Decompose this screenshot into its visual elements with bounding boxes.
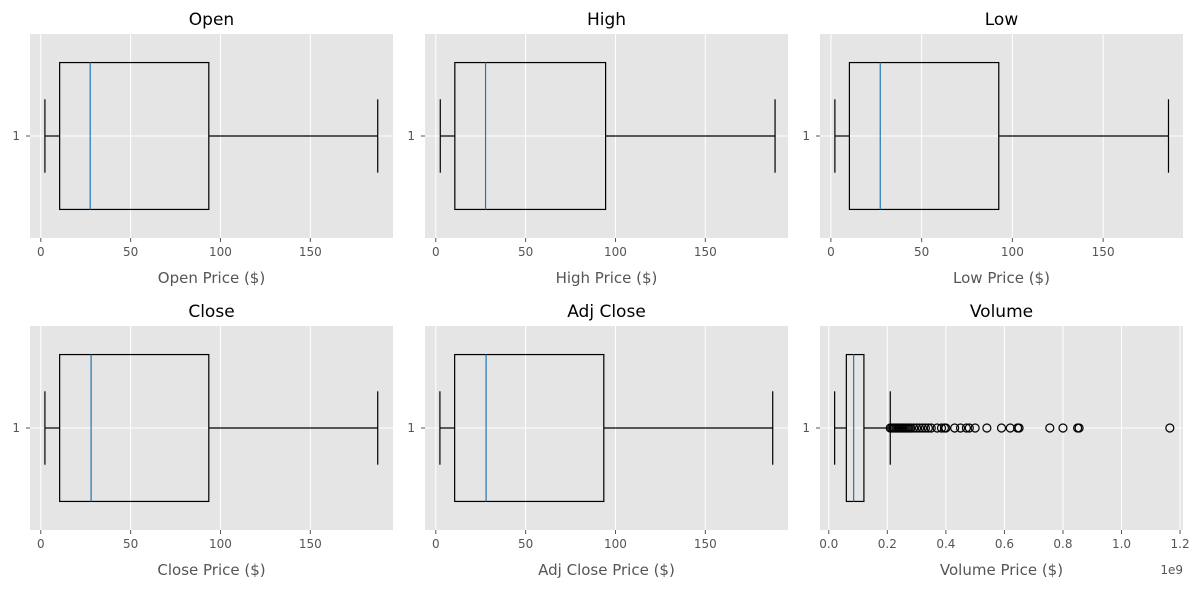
x-axis-label: Volume Price ($) — [940, 561, 1063, 579]
x-tick-label: 0 — [37, 537, 45, 551]
outlier-point — [914, 423, 925, 433]
iqr-box — [454, 61, 607, 211]
x-tick-label: 150 — [694, 537, 717, 551]
x-axis-label: Open Price ($) — [158, 269, 265, 287]
iqr-box — [848, 61, 1000, 211]
x-tick-label: 1.2 — [1171, 537, 1190, 551]
outlier-point — [1074, 423, 1084, 433]
x-axis-label: Close Price ($) — [157, 561, 265, 579]
subplot-title: High — [587, 10, 626, 30]
x-axis-label: Low Price ($) — [953, 269, 1050, 287]
y-tick-label: 1 — [12, 421, 20, 435]
subplot-title: Low — [985, 10, 1019, 30]
x-tick-label: 150 — [1092, 245, 1115, 259]
subplot-high: 0 50 100 150 1 High High Price ($) — [407, 10, 788, 287]
x-tick-label: 1.0 — [1112, 537, 1131, 551]
x-tick-label: 100 — [1001, 245, 1024, 259]
iqr-box — [454, 353, 605, 503]
x-tick-label: 0.2 — [878, 537, 897, 551]
subplot-close: 0 50 100 150 1 Close Close Price ($) — [12, 302, 393, 579]
subplot-title: Close — [188, 302, 234, 322]
outlier-point — [936, 423, 947, 433]
outlier-point — [941, 423, 951, 433]
outlier-point — [923, 423, 933, 433]
iqr-box — [59, 61, 210, 211]
x-tick-label: 150 — [299, 245, 322, 259]
outlier-point — [982, 423, 992, 433]
x-axis-label: High Price ($) — [556, 269, 658, 287]
x-tick-label: 0.6 — [995, 537, 1014, 551]
outlier-point — [950, 423, 960, 433]
outlier-point — [1014, 423, 1024, 433]
x-tick-label: 50 — [123, 537, 138, 551]
x-tick-label: 100 — [604, 245, 627, 259]
outlier-point — [964, 423, 974, 433]
outlier-point — [917, 423, 928, 433]
x-tick-label: 0.0 — [819, 537, 838, 551]
x-tick-label: 0 — [827, 245, 835, 259]
x-tick-label: 0 — [37, 245, 45, 259]
outlier-point — [1058, 423, 1068, 433]
y-tick-label: 1 — [407, 129, 415, 143]
x-tick-label: 50 — [123, 245, 138, 259]
x-tick-label: 0.8 — [1053, 537, 1072, 551]
subplot-volume: 0.0 0.2 0.4 0.6 0.8 1.0 1.2 1 Volume Volume Price… — [802, 302, 1189, 579]
x-axis-label: Adj Close Price ($) — [538, 561, 675, 579]
outlier-point — [996, 423, 1007, 433]
outlier-point — [920, 423, 930, 433]
subplot-title: Volume — [970, 302, 1033, 322]
outlier-point — [1045, 423, 1055, 433]
iqr-box — [845, 353, 865, 503]
x-tick-label: 150 — [694, 245, 717, 259]
x-tick-label: 100 — [209, 537, 232, 551]
x-axis-offset-text: 1e9 — [1160, 563, 1183, 577]
outlier-point — [955, 423, 966, 433]
outlier-point — [932, 423, 942, 433]
subplot-title: Open — [189, 10, 234, 30]
outlier-point — [909, 423, 919, 433]
x-tick-label: 50 — [518, 537, 533, 551]
outlier-point — [961, 423, 971, 433]
subplot-title: Adj Close — [567, 302, 646, 322]
subplot-adj-close: 0 50 100 150 1 Adj Close Adj Close Price ($) — [407, 302, 788, 579]
y-tick-label: 1 — [802, 421, 810, 435]
y-tick-label: 1 — [802, 129, 810, 143]
x-tick-label: 100 — [209, 245, 232, 259]
y-tick-label: 1 — [407, 421, 415, 435]
outlier-point — [926, 423, 936, 433]
x-tick-label: 50 — [914, 245, 929, 259]
x-tick-label: 50 — [518, 245, 533, 259]
x-tick-label: 0.4 — [936, 537, 955, 551]
x-tick-label: 0 — [432, 537, 440, 551]
x-tick-label: 100 — [604, 537, 627, 551]
outlier-point — [912, 423, 922, 433]
subplot-low: 0 50 100 150 1 Low Low Price ($) — [802, 10, 1183, 287]
outlier-point — [1165, 423, 1175, 433]
outlier-point — [906, 423, 916, 433]
subplot-open: 0 50 100 150 1 Open Open Price ($) — [12, 10, 393, 287]
outlier-point — [1005, 423, 1015, 433]
outlier-point — [970, 423, 980, 433]
x-tick-label: 150 — [299, 537, 322, 551]
y-tick-label: 1 — [12, 129, 20, 143]
x-tick-label: 0 — [432, 245, 440, 259]
iqr-box — [59, 353, 210, 503]
